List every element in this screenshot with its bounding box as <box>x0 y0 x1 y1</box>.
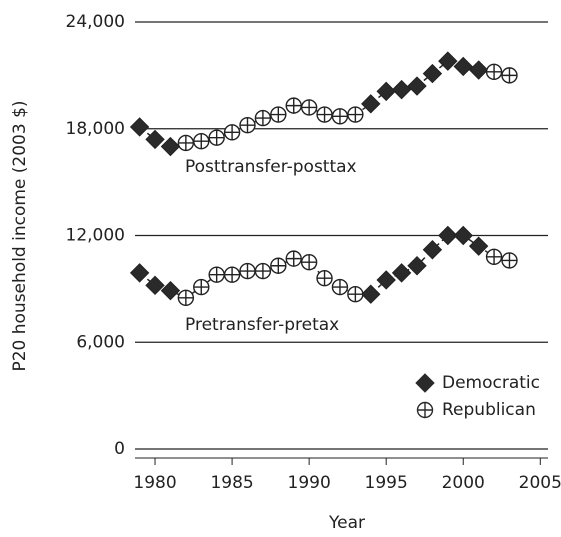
point <box>270 257 287 274</box>
x-tick-label: 1995 <box>365 473 408 493</box>
point <box>270 106 287 123</box>
point <box>208 266 225 283</box>
point <box>485 248 503 265</box>
x-tick-label: 2005 <box>519 473 561 493</box>
point <box>407 76 427 96</box>
point <box>208 129 225 146</box>
y-tick-label: 12,000 <box>66 226 125 246</box>
point <box>422 240 443 260</box>
y-tick-label: 18,000 <box>66 119 125 139</box>
point <box>160 280 181 301</box>
y-tick-label: 0 <box>114 439 125 459</box>
series-label: Pretransfer-pretax <box>185 315 339 335</box>
point <box>468 236 489 256</box>
y-axis-label: P20 household income (2003 $) <box>10 100 30 371</box>
x-tick-label: 1980 <box>133 473 176 493</box>
point <box>129 263 150 283</box>
point <box>376 81 396 102</box>
point <box>407 256 427 276</box>
point <box>376 270 396 290</box>
point <box>300 254 318 271</box>
x-tick-label: 1990 <box>288 473 331 493</box>
y-tick-label: 6,000 <box>76 332 125 352</box>
point <box>177 289 195 306</box>
point <box>391 263 412 283</box>
legend-marker <box>416 401 434 419</box>
point <box>331 108 349 125</box>
point <box>391 79 412 100</box>
point <box>177 134 195 152</box>
point <box>468 60 489 80</box>
series-label: Posttransfer-posttax <box>185 157 357 177</box>
point <box>453 56 473 77</box>
point <box>254 262 272 280</box>
point <box>501 252 518 269</box>
point <box>331 278 349 296</box>
point <box>361 94 381 114</box>
point <box>453 225 473 246</box>
point <box>285 250 302 267</box>
point <box>145 275 165 296</box>
series-line <box>139 60 510 148</box>
legend-marker <box>415 373 435 393</box>
point <box>316 270 333 287</box>
point <box>129 117 150 137</box>
point <box>193 278 210 296</box>
point <box>239 262 256 280</box>
point <box>223 124 241 141</box>
point <box>316 106 333 123</box>
x-tick-label: 2000 <box>442 473 485 493</box>
y-tick-label: 24,000 <box>66 12 125 32</box>
point <box>145 129 165 150</box>
point <box>254 109 272 127</box>
point <box>438 51 458 71</box>
point <box>347 106 364 123</box>
point <box>300 99 318 116</box>
point <box>485 63 503 80</box>
point <box>239 117 256 134</box>
legend-label: Republican <box>442 400 536 420</box>
point <box>223 266 241 283</box>
point <box>160 136 181 157</box>
point <box>285 97 302 114</box>
point <box>438 225 458 246</box>
x-axis-label: Year <box>328 513 365 533</box>
point <box>501 67 518 84</box>
point <box>193 133 210 150</box>
point <box>347 286 364 303</box>
x-tick-label: 1985 <box>210 473 253 493</box>
legend-label: Democratic <box>442 373 540 393</box>
point <box>361 284 381 304</box>
point <box>422 63 443 84</box>
